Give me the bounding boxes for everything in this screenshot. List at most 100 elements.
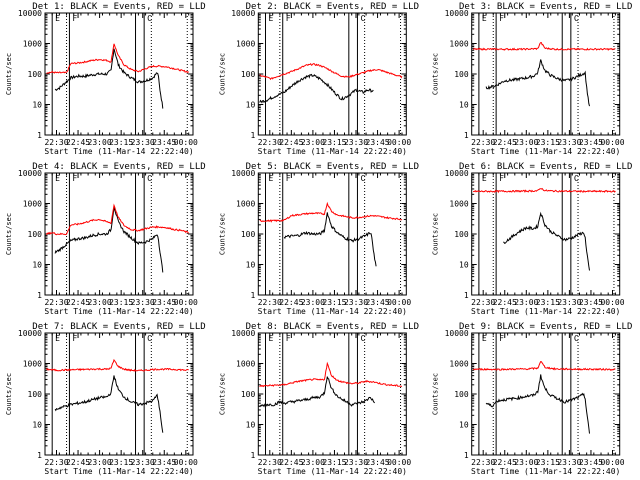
marker-label: C <box>360 334 365 343</box>
x-tick-label: 23:30 <box>131 298 155 307</box>
x-tick-label: 23:30 <box>344 138 368 147</box>
x-tick-label: 23:30 <box>131 458 155 467</box>
marker-label: F <box>72 14 77 23</box>
lld-series-line <box>259 361 403 388</box>
y-tick-label: 1 <box>250 131 255 140</box>
panel-title: Det 2: BLACK = Events, RED = LLD <box>246 2 419 12</box>
events-series-line <box>259 376 376 408</box>
marker-label: F <box>499 14 504 23</box>
x-tick-label: 22:45 <box>279 458 303 467</box>
events-series-line <box>54 207 164 273</box>
y-tick-label: 1 <box>37 291 42 300</box>
y-axis-label: Counts/sec <box>5 373 13 415</box>
x-tick-label: 22:45 <box>66 298 90 307</box>
x-tick-label: 22:30 <box>44 298 68 307</box>
panel-det-2: Det 2: BLACK = Events, RED = LLD 1 10 100 10… <box>218 2 419 156</box>
y-tick-label: 100 <box>28 390 43 399</box>
y-tick-label: 10000 <box>18 169 42 178</box>
events-series-line <box>259 73 374 104</box>
y-tick-label: 10 <box>459 101 469 110</box>
y-tick-label: 10000 <box>445 9 469 18</box>
marker-label: C <box>360 14 365 23</box>
y-tick-label: 100 <box>28 70 43 79</box>
panel-det-7: Det 7: BLACK = Events, RED = LLD 1 10 100 10… <box>5 322 206 476</box>
x-tick-label: 22:30 <box>44 138 68 147</box>
x-axis-label: Start Time (11-Mar-14 22:22:40) <box>471 467 620 476</box>
x-tick-label: 00:00 <box>600 458 624 467</box>
lld-series-line <box>472 361 616 371</box>
y-tick-label: 10 <box>246 421 256 430</box>
x-tick-label: 23:45 <box>152 458 176 467</box>
x-tick-label: 23:30 <box>557 458 581 467</box>
x-tick-label: 22:45 <box>493 138 517 147</box>
marker-label: F <box>499 334 504 343</box>
x-tick-label: 23:00 <box>88 138 112 147</box>
y-tick-label: 1000 <box>23 200 42 209</box>
panel-det-5: Det 5: BLACK = Events, RED = LLD 1 10 100 10… <box>218 162 419 316</box>
y-axis-label: Counts/sec <box>5 53 13 95</box>
lld-series-line <box>45 203 189 236</box>
x-tick-label: 23:15 <box>536 138 560 147</box>
x-tick-label: 23:45 <box>152 298 176 307</box>
axes-frame <box>257 332 407 456</box>
y-tick-label: 1 <box>250 291 255 300</box>
marker-label: F <box>72 174 77 183</box>
panel-title: Det 8: BLACK = Events, RED = LLD <box>246 322 419 332</box>
axes-frame <box>257 172 407 296</box>
x-tick-label: 00:00 <box>174 458 198 467</box>
x-tick-label: 23:45 <box>152 138 176 147</box>
marker-label: E <box>55 174 60 183</box>
x-tick-label: 23:15 <box>536 458 560 467</box>
y-tick-label: 1000 <box>449 200 468 209</box>
x-axis-label: Start Time (11-Mar-14 22:22:40) <box>258 147 407 156</box>
x-tick-label: 22:45 <box>493 458 517 467</box>
x-tick-label: 22:45 <box>66 458 90 467</box>
panel-title: Det 7: BLACK = Events, RED = LLD <box>32 322 205 332</box>
panel-det-1: Det 1: BLACK = Events, RED = LLD 1 10 100 10… <box>5 2 206 156</box>
y-tick-label: 1 <box>37 131 42 140</box>
x-axis-label: Start Time (11-Mar-14 22:22:40) <box>44 467 193 476</box>
x-tick-label: 23:30 <box>557 298 581 307</box>
events-series-line <box>485 59 590 107</box>
y-tick-label: 10 <box>246 261 256 270</box>
events-series-line <box>485 374 590 434</box>
x-axis-label: Start Time (11-Mar-14 22:22:40) <box>258 467 407 476</box>
x-tick-label: 23:15 <box>322 298 346 307</box>
x-axis-label: Start Time (11-Mar-14 22:22:40) <box>258 307 407 316</box>
y-tick-label: 10000 <box>231 329 255 338</box>
marker-label: E <box>55 334 60 343</box>
y-tick-label: 1000 <box>23 360 42 369</box>
x-tick-label: 23:00 <box>88 458 112 467</box>
x-tick-label: 22:30 <box>471 298 495 307</box>
events-series-line <box>503 211 590 271</box>
panel-title: Det 6: BLACK = Events, RED = LLD <box>459 162 632 172</box>
y-axis-label: Counts/sec <box>218 53 226 95</box>
x-tick-label: 23:15 <box>322 138 346 147</box>
x-tick-label: 23:45 <box>366 138 390 147</box>
marker-label: F <box>72 334 77 343</box>
x-tick-label: 00:00 <box>174 138 198 147</box>
x-tick-label: 23:00 <box>301 458 325 467</box>
y-axis-label: Counts/sec <box>432 53 440 95</box>
lld-series-line <box>45 358 189 372</box>
y-tick-label: 100 <box>28 230 43 239</box>
x-tick-label: 22:45 <box>493 298 517 307</box>
x-tick-label: 22:45 <box>279 298 303 307</box>
y-axis-label: Counts/sec <box>218 213 226 255</box>
x-tick-label: 23:30 <box>131 138 155 147</box>
x-axis-label: Start Time (11-Mar-14 22:22:40) <box>471 147 620 156</box>
y-tick-label: 1 <box>464 451 469 460</box>
marker-label: F <box>499 174 504 183</box>
x-tick-label: 23:15 <box>109 138 133 147</box>
y-tick-label: 1 <box>464 291 469 300</box>
y-tick-label: 1000 <box>449 40 468 49</box>
marker-label: E <box>482 334 487 343</box>
x-axis-label: Start Time (11-Mar-14 22:22:40) <box>44 307 193 316</box>
marker-label: C <box>147 174 152 183</box>
panel-det-4: Det 4: BLACK = Events, RED = LLD 1 10 100 10… <box>5 162 206 316</box>
panel-title: Det 9: BLACK = Events, RED = LLD <box>459 322 632 332</box>
axes-frame <box>471 332 621 456</box>
y-axis-label: Counts/sec <box>432 373 440 415</box>
x-tick-label: 00:00 <box>600 298 624 307</box>
